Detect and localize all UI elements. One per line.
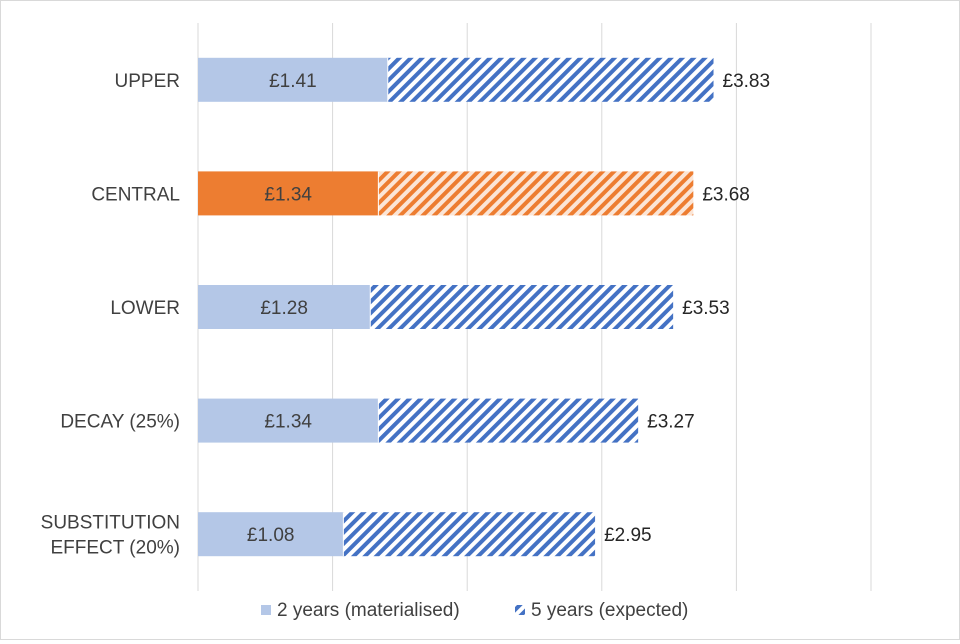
data-label-materialised: £1.34 <box>264 412 312 433</box>
bar-materialised <box>198 285 371 329</box>
data-label-expected: £3.68 <box>702 184 750 205</box>
bar-expected <box>378 398 639 443</box>
legend-swatch-expected <box>515 605 525 615</box>
data-label-expected: £2.95 <box>604 525 652 546</box>
data-label-expected: £3.83 <box>723 71 771 92</box>
bar-expected <box>387 57 714 102</box>
labels: £1.41 £3.83 UPPER £1.34 £3.68 CENTRAL £1.28 £3.… <box>41 71 770 559</box>
data-label-expected: £3.27 <box>647 412 695 433</box>
legend: 2 years (materialised) 5 years (expected) <box>261 600 688 621</box>
data-label-materialised: £1.08 <box>247 525 295 546</box>
category-label: UPPER <box>115 71 180 92</box>
data-label-materialised: £1.41 <box>269 71 317 92</box>
legend-label-expected: 5 years (expected) <box>531 600 688 621</box>
bar-materialised <box>198 57 388 102</box>
data-label-materialised: £1.34 <box>264 184 312 205</box>
bar-materialised <box>198 171 379 216</box>
category-label: SUBSTITUTION <box>41 513 180 534</box>
data-label-materialised: £1.28 <box>260 298 308 319</box>
legend-label-materialised: 2 years (materialised) <box>277 600 460 621</box>
bar-materialised <box>198 512 344 557</box>
bar-expected <box>343 512 596 557</box>
bar-expected <box>378 171 694 216</box>
data-label-expected: £3.53 <box>682 298 730 319</box>
category-label: LOWER <box>110 298 180 319</box>
category-label: DECAY (25%) <box>60 412 180 433</box>
category-label: EFFECT (20%) <box>50 538 180 559</box>
bar-expected <box>370 285 674 329</box>
bar-materialised <box>198 398 379 443</box>
bars <box>198 57 714 557</box>
category-label: CENTRAL <box>91 184 180 205</box>
legend-swatch-materialised <box>261 605 271 615</box>
